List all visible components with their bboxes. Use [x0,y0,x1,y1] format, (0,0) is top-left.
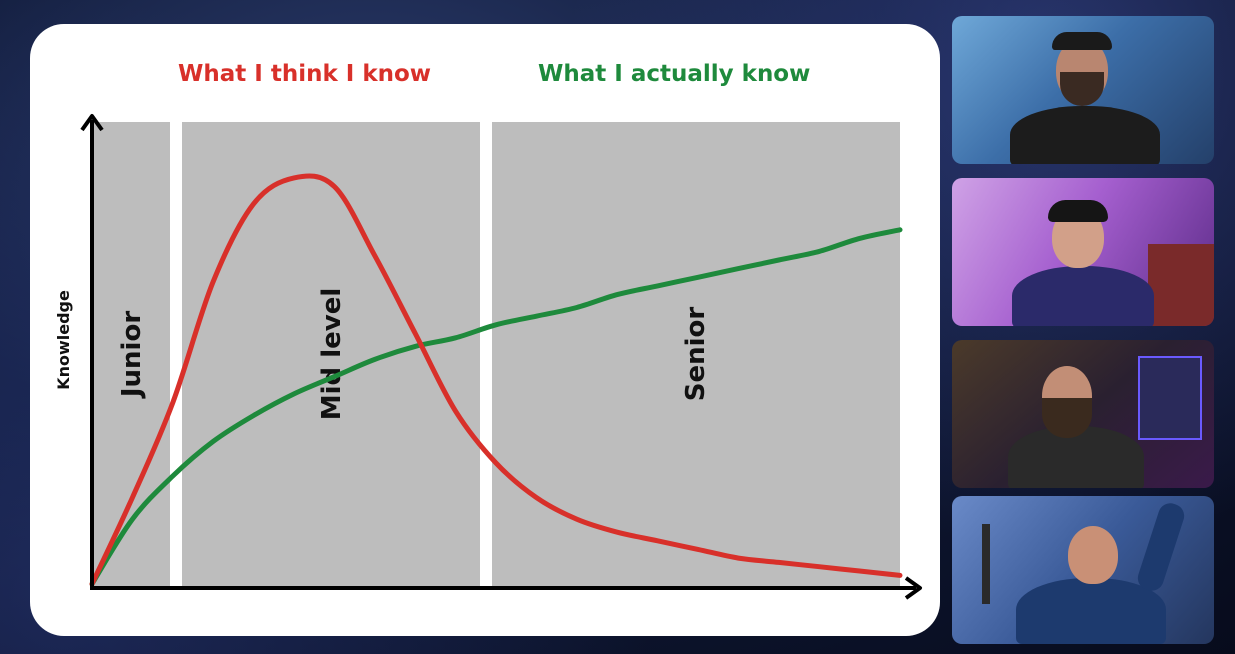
y-axis-label: Knowledge [54,290,73,390]
participant-4-video[interactable] [952,496,1214,644]
legend-think: What I think I know [178,61,431,87]
knowledge-chart: What I think I know What I actually know… [54,61,922,600]
y-axis-arrow [80,114,104,132]
zone-junior-bg [92,122,170,586]
zone-label-mid: Mid level [317,288,347,421]
series-line-actual [89,227,903,587]
zone-label-junior: Junior [117,311,147,399]
zone-mid-bg [182,122,480,586]
participant-2-video[interactable] [952,178,1214,326]
presentation-slide: What I think I know What I actually know… [30,24,940,636]
legend-actual: What I actually know [538,61,810,87]
zone-label-senior: Senior [681,307,711,402]
x-axis-arrow [904,576,922,600]
series-line-think [89,173,903,587]
participant-1-video[interactable] [952,16,1214,164]
participant-3-video[interactable] [952,340,1214,488]
